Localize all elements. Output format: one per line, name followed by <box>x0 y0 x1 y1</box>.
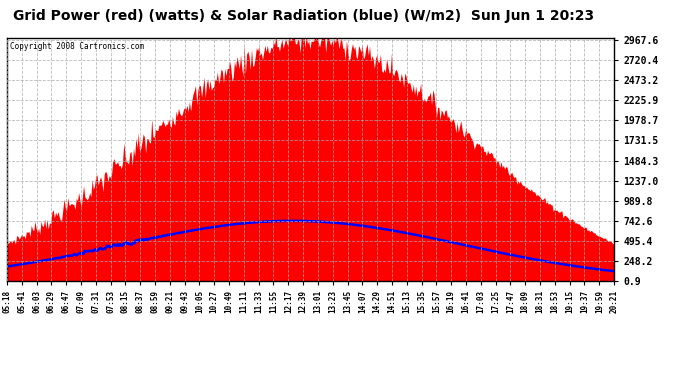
Text: Grid Power (red) (watts) & Solar Radiation (blue) (W/m2)  Sun Jun 1 20:23: Grid Power (red) (watts) & Solar Radiati… <box>13 9 594 23</box>
Text: Copyright 2008 Cartronics.com: Copyright 2008 Cartronics.com <box>10 42 144 51</box>
